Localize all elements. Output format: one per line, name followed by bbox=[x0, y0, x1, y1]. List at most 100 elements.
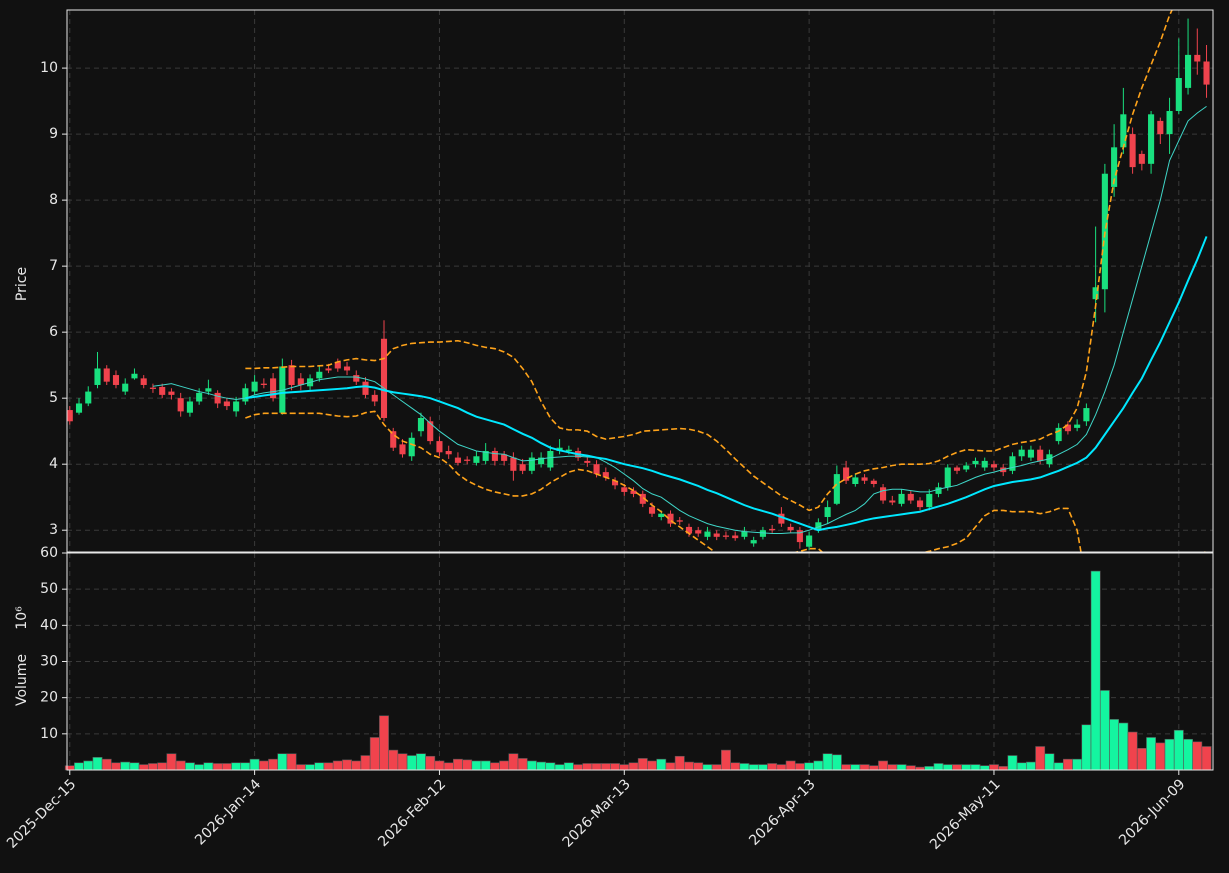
overlay-line bbox=[152, 105, 1207, 535]
candle-body bbox=[843, 467, 850, 481]
volume-bar bbox=[785, 760, 796, 771]
volume-bar bbox=[979, 765, 990, 771]
candle-body bbox=[297, 378, 304, 385]
volume-bar bbox=[212, 763, 223, 771]
volume-bar bbox=[1099, 690, 1110, 771]
volume-bar bbox=[342, 759, 352, 771]
candle-body bbox=[94, 368, 101, 385]
candle-body bbox=[685, 526, 693, 534]
y-axis-label: Price bbox=[14, 267, 30, 301]
candle-body bbox=[722, 535, 729, 537]
y-tick-label: 8 bbox=[49, 192, 58, 208]
volume-bar bbox=[1183, 738, 1193, 771]
candle-body bbox=[112, 375, 120, 385]
candle-body bbox=[131, 373, 138, 379]
candle-body bbox=[362, 381, 369, 395]
volume-bar bbox=[998, 766, 1009, 771]
volume-bar bbox=[74, 762, 84, 771]
candle-body bbox=[67, 410, 73, 422]
volume-bar bbox=[240, 762, 251, 771]
volume-bar bbox=[656, 758, 667, 771]
volume-bar bbox=[730, 762, 741, 771]
volume-bar bbox=[480, 760, 491, 771]
volume-bar bbox=[702, 764, 713, 771]
volume-bar bbox=[887, 764, 898, 771]
y-tick-label: 6 bbox=[49, 324, 58, 340]
overlay-line bbox=[245, 10, 1173, 512]
volume-bar bbox=[573, 764, 584, 771]
volume-bar bbox=[323, 762, 334, 771]
volume-bar bbox=[1118, 722, 1129, 771]
candle-body bbox=[371, 394, 378, 402]
volume-bar bbox=[360, 755, 371, 771]
candle-body bbox=[852, 477, 859, 485]
candle-body bbox=[1138, 153, 1145, 164]
candle-body bbox=[399, 444, 406, 455]
volume-bar bbox=[591, 763, 602, 771]
volume-bar bbox=[748, 764, 759, 771]
candle-body bbox=[1009, 456, 1016, 471]
candle-body bbox=[565, 449, 572, 451]
volume-bar bbox=[138, 764, 149, 771]
volume-bar bbox=[868, 765, 879, 771]
volume-bar bbox=[905, 765, 916, 771]
volume-bar bbox=[1081, 724, 1092, 771]
volume-bar bbox=[582, 763, 593, 771]
y-axis-label: Volume bbox=[14, 654, 30, 706]
candle-body bbox=[898, 493, 905, 504]
volume-bar bbox=[1146, 737, 1156, 771]
candle-body bbox=[528, 457, 535, 471]
candle-body bbox=[639, 493, 646, 504]
volume-bar bbox=[231, 762, 242, 771]
candle-body bbox=[242, 388, 249, 402]
candle-body bbox=[990, 464, 998, 468]
candle-body bbox=[1175, 77, 1182, 112]
volume-bar bbox=[942, 764, 953, 771]
volume-bar bbox=[794, 763, 805, 771]
volume-bar bbox=[637, 758, 648, 771]
volume-bar bbox=[471, 760, 482, 771]
volume-bar bbox=[416, 753, 426, 771]
candle-body bbox=[445, 450, 452, 455]
candle-body bbox=[602, 472, 609, 478]
volume-bar bbox=[739, 763, 750, 771]
candle-body bbox=[122, 383, 129, 392]
volume-bar bbox=[184, 762, 195, 771]
candle-body bbox=[233, 401, 240, 412]
volume-bar bbox=[434, 760, 445, 771]
volume-bar bbox=[1072, 758, 1083, 771]
candle-body bbox=[1064, 424, 1071, 432]
volume-bar bbox=[1016, 762, 1027, 771]
volume-bar bbox=[961, 764, 972, 771]
y-tick-label: 9 bbox=[49, 126, 58, 142]
candle-body bbox=[907, 493, 914, 501]
overlay-line bbox=[245, 410, 1208, 552]
volume-bar bbox=[443, 762, 454, 771]
volume-bar bbox=[175, 760, 186, 771]
candle-body bbox=[916, 500, 924, 508]
volume-bar bbox=[83, 760, 94, 771]
candle-body bbox=[288, 365, 295, 385]
candle-body bbox=[593, 464, 600, 475]
candle-body bbox=[1129, 134, 1136, 168]
price-marks bbox=[67, 10, 1210, 552]
volume-bar bbox=[684, 761, 694, 771]
candle-body bbox=[972, 460, 979, 465]
candle-body bbox=[584, 460, 591, 463]
candle-body bbox=[944, 467, 951, 488]
volume-bar bbox=[1136, 747, 1147, 771]
candle-body bbox=[519, 464, 526, 471]
candle-body bbox=[796, 530, 803, 543]
candle-body bbox=[1157, 120, 1164, 135]
volume-bar bbox=[822, 753, 833, 771]
candle-body bbox=[343, 366, 351, 371]
volume-bar bbox=[1026, 761, 1036, 771]
candle-body bbox=[1194, 54, 1201, 62]
volume-bar bbox=[933, 763, 944, 771]
volume-bar bbox=[166, 753, 177, 771]
volume-bar bbox=[600, 763, 611, 771]
candle-body bbox=[861, 477, 868, 481]
volume-bar bbox=[305, 764, 315, 771]
volume-bar bbox=[628, 762, 639, 771]
volume-bar bbox=[1062, 758, 1073, 771]
